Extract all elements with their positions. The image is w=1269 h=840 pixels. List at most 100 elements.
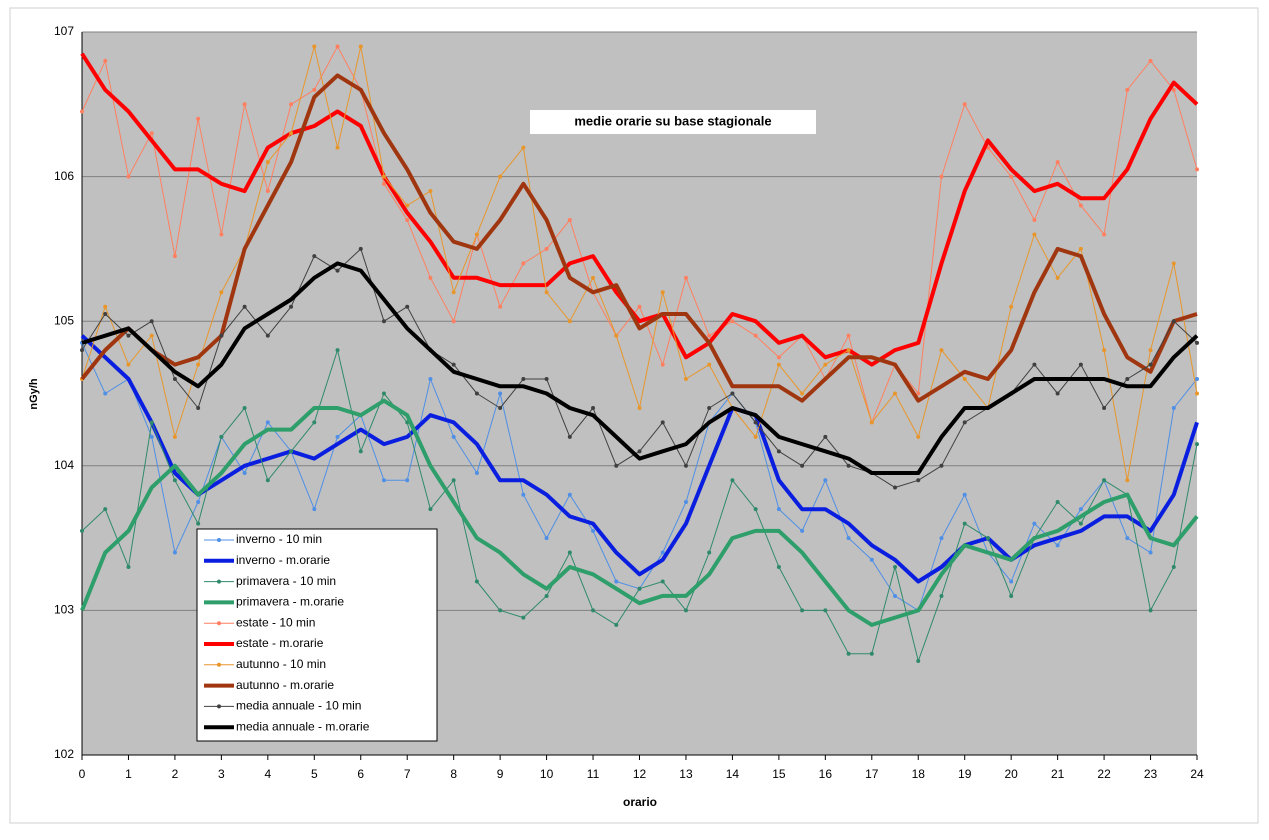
series-marker [149, 434, 154, 439]
series-marker [1171, 261, 1176, 266]
series-marker [358, 449, 363, 454]
series-marker [567, 434, 572, 439]
series-marker [1102, 478, 1107, 483]
series-marker [172, 478, 177, 483]
series-marker [660, 579, 665, 584]
series-marker [126, 565, 131, 570]
legend-marker [217, 538, 221, 542]
series-marker [893, 485, 898, 490]
series-marker [405, 478, 410, 483]
series-marker [474, 232, 479, 237]
series-marker [289, 304, 294, 309]
series-marker [1078, 246, 1083, 251]
series-marker [567, 319, 572, 324]
x-tick-label: 10 [540, 767, 554, 781]
series-marker [753, 420, 758, 425]
series-marker [521, 615, 526, 620]
x-tick-label: 8 [450, 767, 457, 781]
series-marker [567, 550, 572, 555]
series-marker [451, 362, 456, 367]
series-marker [800, 528, 805, 533]
series-marker [1195, 442, 1199, 447]
series-marker [381, 319, 386, 324]
series-marker [567, 217, 572, 222]
series-marker [614, 463, 619, 468]
x-tick-label: 12 [633, 767, 647, 781]
series-marker [289, 131, 294, 136]
series-marker [335, 348, 340, 353]
x-tick-label: 3 [218, 767, 225, 781]
series-marker [381, 478, 386, 483]
x-axis-label: orario [623, 795, 657, 809]
series-marker [1148, 362, 1153, 367]
series-marker [219, 232, 224, 237]
series-marker [289, 449, 294, 454]
series-marker [660, 550, 665, 555]
x-tick-label: 7 [404, 767, 411, 781]
series-marker [196, 521, 201, 526]
series-marker [683, 275, 688, 280]
series-marker [451, 319, 456, 324]
series-marker [893, 391, 898, 396]
series-marker [869, 420, 874, 425]
series-marker [172, 434, 177, 439]
series-marker [614, 579, 619, 584]
series-marker [683, 463, 688, 468]
x-tick-label: 15 [772, 767, 786, 781]
series-marker [730, 319, 735, 324]
series-marker [614, 622, 619, 627]
series-marker [1055, 499, 1060, 504]
series-marker [1055, 160, 1060, 165]
series-marker [544, 377, 549, 382]
series-marker [381, 174, 386, 179]
series-marker [707, 550, 712, 555]
series-marker [428, 507, 433, 512]
series-marker [939, 593, 944, 598]
series-marker [521, 377, 526, 382]
series-marker [916, 391, 921, 396]
series-marker [823, 478, 828, 483]
series-marker [103, 391, 108, 396]
series-marker [358, 246, 363, 251]
series-line [80, 52, 1199, 367]
series-marker [707, 405, 712, 410]
x-tick-label: 22 [1097, 767, 1111, 781]
series-marker [1055, 391, 1060, 396]
series-marker [962, 492, 967, 497]
series-marker [312, 254, 317, 259]
series-marker [1195, 377, 1199, 382]
series-marker [219, 434, 224, 439]
series-marker [242, 405, 247, 410]
legend-box [196, 528, 438, 742]
series-marker [846, 348, 851, 353]
x-tick-label: 5 [311, 767, 318, 781]
legend-label: inverno - 10 min [236, 532, 322, 546]
x-tick-label: 21 [1051, 767, 1065, 781]
x-tick-label: 1 [125, 767, 132, 781]
series-marker [242, 102, 247, 107]
y-tick-label: 102 [54, 747, 74, 761]
series-marker [544, 290, 549, 295]
series-marker [1032, 521, 1037, 526]
series-marker [196, 116, 201, 121]
series-marker [219, 290, 224, 295]
series-marker [823, 608, 828, 613]
series-marker [893, 565, 898, 570]
series-marker [753, 434, 758, 439]
series-marker [1125, 478, 1130, 483]
series-marker [544, 246, 549, 251]
series-marker [1148, 58, 1153, 63]
chart-title: medie orarie su base stagionale [574, 113, 771, 128]
x-tick-label: 17 [865, 767, 879, 781]
series-marker [1148, 348, 1153, 353]
x-tick-label: 13 [679, 767, 693, 781]
series-marker [149, 333, 154, 338]
series-marker [776, 449, 781, 454]
series-marker [242, 304, 247, 309]
series-marker [196, 405, 201, 410]
series-line [80, 73, 1198, 403]
series-marker [846, 333, 851, 338]
legend-label: media annuale - 10 min [236, 699, 361, 713]
series-marker [869, 557, 874, 562]
